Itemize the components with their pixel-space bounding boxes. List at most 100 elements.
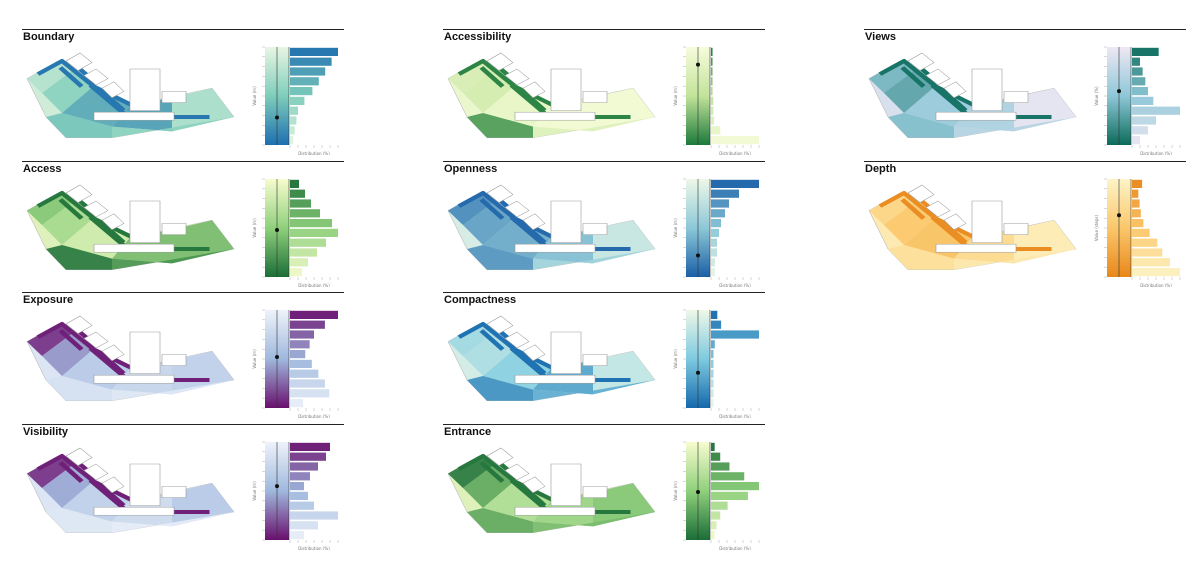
y-axis-label: Value (m): [252, 218, 257, 238]
panel-figure: Value (m) Distribution (%): [447, 46, 760, 155]
panel-rule: [443, 292, 765, 293]
mean-marker: [1117, 213, 1121, 218]
panel-figure: Value (steps) Distribution (%): [868, 178, 1181, 287]
histogram-bar: [711, 189, 739, 198]
panel-views: Views Value (%) Distribution (%): [864, 29, 1186, 155]
floor-plan: [26, 315, 235, 402]
histogram-bar: [711, 238, 717, 247]
histogram-bar: [290, 501, 314, 510]
histogram-bar: [711, 369, 714, 378]
building-block: [522, 344, 546, 362]
floor-plan: [447, 315, 656, 402]
histogram-bar: [711, 399, 714, 408]
panel-title: Compactness: [444, 294, 517, 306]
panel-compactness: Compactness Value (m) Distribution (%): [443, 292, 765, 418]
histogram-bar: [290, 472, 310, 481]
x-axis-label: Distribution (%): [298, 151, 330, 155]
y-axis-label: Value (m): [673, 349, 678, 369]
building-block: [582, 91, 608, 103]
building-block: [93, 111, 175, 121]
plan-zone: [112, 249, 234, 270]
histogram-bar: [1132, 106, 1180, 115]
plan-zone: [463, 465, 513, 508]
histogram-bar: [290, 228, 338, 237]
histogram-bar: [290, 491, 308, 500]
y-axis-label: Value (m): [252, 481, 257, 501]
histogram-bar: [290, 47, 338, 56]
building-block: [65, 184, 93, 203]
histogram-bar: [290, 452, 326, 461]
panel-title: Views: [865, 31, 896, 43]
histogram-bar: [1132, 87, 1148, 96]
histogram-bar: [1132, 258, 1170, 267]
plan-zone: [46, 376, 112, 401]
histogram-bar: [711, 199, 729, 208]
panel-accessibility: Accessibility Value (m) Distribution (%): [443, 29, 765, 155]
histogram-bar: [1132, 116, 1156, 125]
x-axis-label: Distribution (%): [719, 414, 751, 418]
floor-plan: [868, 184, 1077, 271]
histogram-bar: [711, 472, 745, 481]
histogram-bar: [711, 330, 759, 339]
building-block: [65, 315, 93, 334]
panel-figure: Value (m) Distribution (%): [26, 441, 339, 550]
histogram-bar: [290, 350, 306, 359]
plan-zone: [884, 202, 934, 245]
x-axis-label: Distribution (%): [1140, 151, 1172, 155]
panel-title: Openness: [444, 163, 498, 175]
histogram-bar: [711, 442, 715, 451]
histogram-bar: [711, 219, 721, 228]
building-block: [943, 213, 967, 231]
plan-zone: [42, 202, 92, 245]
building-block: [582, 223, 608, 235]
histogram-bar: [290, 136, 294, 145]
histogram-bar: [290, 238, 326, 247]
building-block: [65, 52, 93, 71]
histogram-bar: [290, 268, 302, 277]
panel-figure: Value (m) Distribution (%): [26, 309, 339, 418]
panel-entrance: Entrance Value (m) Distribution (%): [443, 424, 765, 550]
panel-title: Exposure: [23, 294, 74, 306]
histogram-bar: [1132, 47, 1159, 56]
histogram-bar: [290, 482, 304, 491]
histogram-bar: [290, 521, 318, 530]
plan-zone: [533, 249, 655, 270]
x-axis-label: Distribution (%): [719, 283, 751, 287]
histogram-bar: [1132, 57, 1140, 66]
building-block: [161, 486, 187, 498]
building-block: [514, 506, 596, 516]
histogram-bar: [711, 501, 728, 510]
panel-rule: [443, 161, 765, 162]
plan-zone: [467, 376, 533, 401]
histogram-bar: [1132, 228, 1150, 237]
histogram-bar: [711, 310, 718, 319]
histogram-bar: [290, 126, 295, 135]
building-block: [971, 200, 1003, 243]
building-block: [907, 184, 935, 203]
panel-title: Entrance: [444, 426, 492, 438]
building-block: [522, 213, 546, 231]
histogram-bar: [1132, 67, 1143, 76]
plan-zone: [42, 465, 92, 508]
building-block: [943, 81, 967, 99]
histogram-bar: [711, 521, 717, 530]
histogram-bar: [290, 199, 311, 208]
floor-plan: [447, 184, 656, 271]
histogram-bar: [711, 350, 714, 359]
histogram-bar: [290, 258, 308, 267]
histogram-bar: [1132, 209, 1141, 218]
x-axis-label: Distribution (%): [298, 546, 330, 550]
y-axis-label: Value (m): [252, 86, 257, 106]
floor-plan: [26, 184, 235, 271]
histogram-bar: [711, 116, 715, 125]
histogram-bar: [290, 369, 319, 378]
histogram-bar: [1132, 199, 1140, 208]
histogram-bar: [290, 219, 332, 228]
histogram-bar: [711, 462, 730, 471]
plan-zone: [533, 380, 655, 401]
building-block: [514, 111, 596, 121]
y-axis-label: Value (m): [673, 86, 678, 106]
panel-rule: [22, 424, 344, 425]
plan-zone: [46, 113, 112, 138]
building-block: [93, 243, 175, 253]
